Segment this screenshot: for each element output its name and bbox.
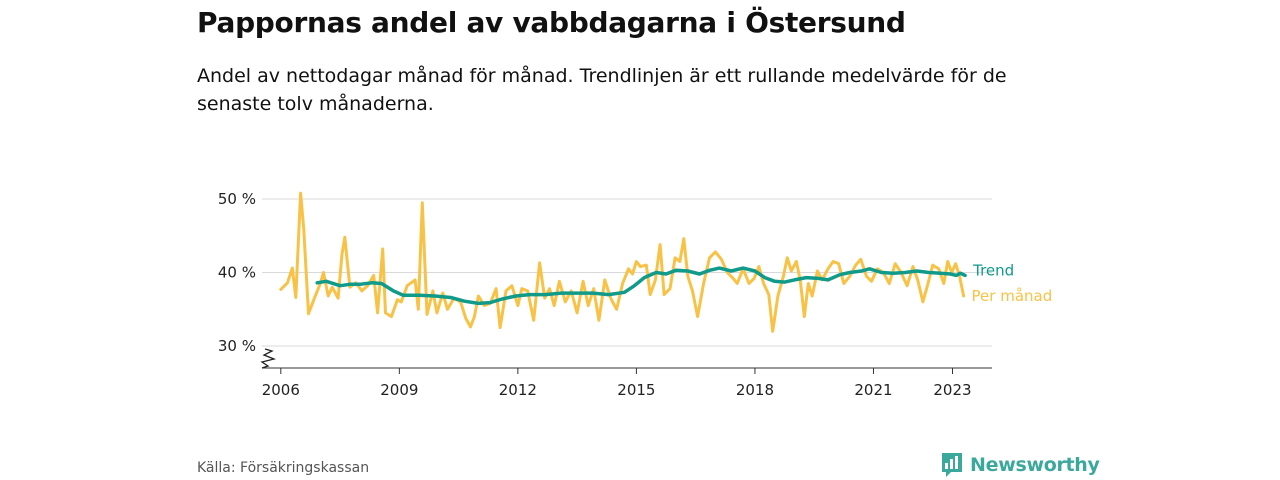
y-axis: 30 % 40 % 50 % [218, 190, 256, 355]
monthly-label: Per månad [972, 287, 1053, 305]
y-tick-label: 40 % [218, 264, 256, 282]
monthly-series-line [279, 191, 966, 333]
x-axis-ticks: 2006 2009 2012 2015 2018 2021 2023 [262, 368, 972, 399]
x-axis [260, 348, 992, 369]
x-tick-label: 2012 [499, 381, 537, 399]
x-tick-label: 2023 [933, 381, 971, 399]
x-tick-label: 2018 [736, 381, 774, 399]
brand-name: Newsworthy [970, 454, 1100, 476]
series-labels: Per månad Trend [972, 261, 1053, 305]
x-tick-label: 2006 [262, 381, 300, 399]
x-tick-label: 2009 [380, 381, 418, 399]
trend-series-line [315, 266, 967, 306]
y-tick-label: 50 % [218, 190, 256, 208]
source-note: Källa: Försäkringskassan [197, 460, 370, 476]
y-tick-label: 30 % [218, 337, 256, 355]
newsworthy-logo-icon [942, 453, 962, 477]
x-tick-label: 2021 [854, 381, 892, 399]
brand-logo: Newsworthy [940, 452, 1100, 478]
trend-label: Trend [972, 261, 1014, 279]
series-lines [279, 191, 967, 333]
chart-subtitle: Andel av nettodagar månad för månad. Tre… [197, 65, 1007, 115]
axis-break-icon [260, 348, 277, 369]
chart-title: Pappornas andel av vabbdagarna i Östersu… [197, 6, 906, 39]
x-tick-label: 2015 [617, 381, 655, 399]
